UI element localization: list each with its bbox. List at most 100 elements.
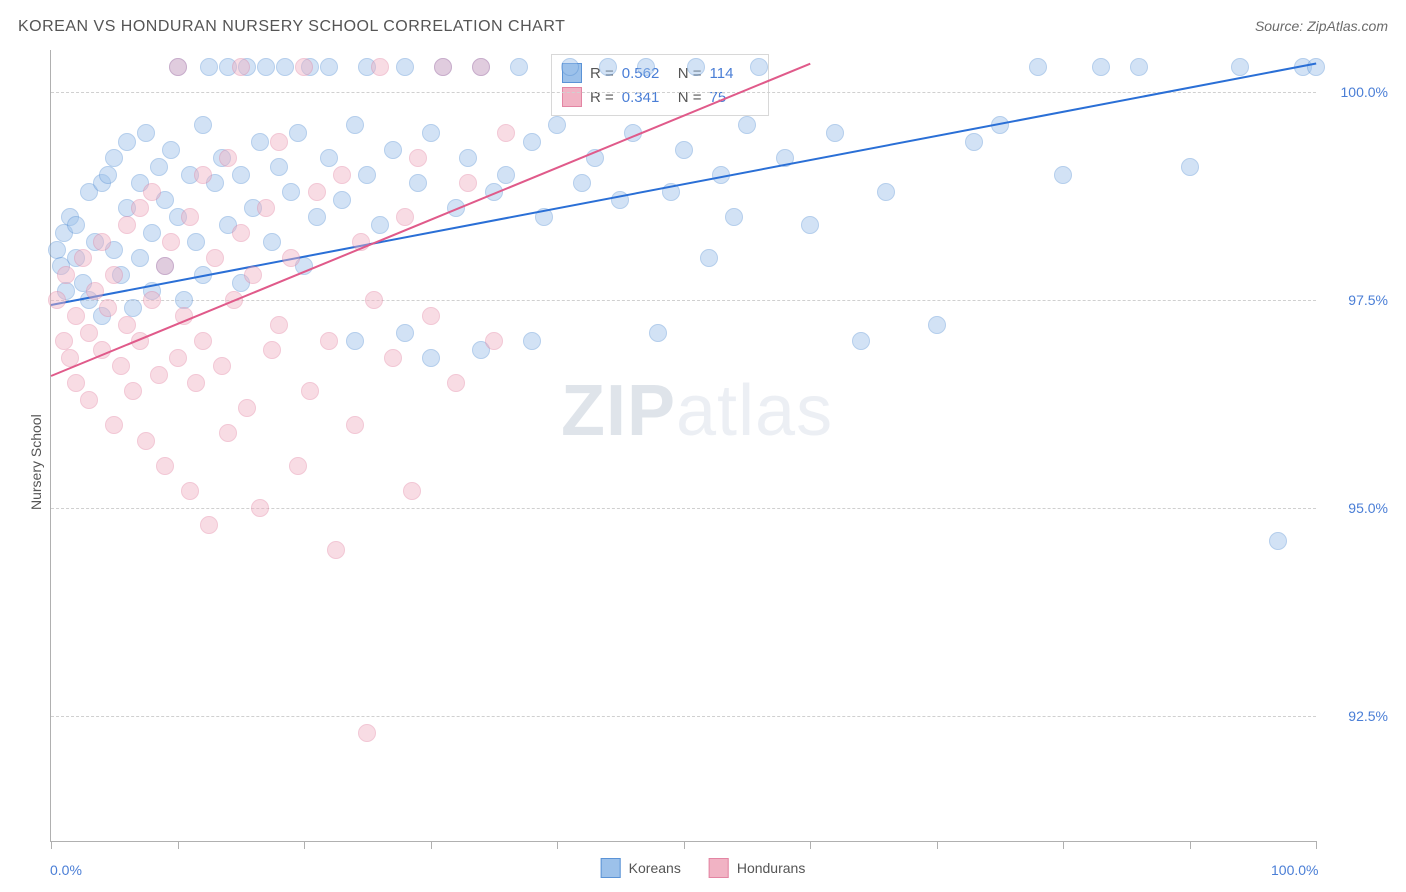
- scatter-point: [232, 166, 250, 184]
- y-tick-label: 97.5%: [1348, 292, 1388, 308]
- scatter-point: [725, 208, 743, 226]
- scatter-point: [55, 332, 73, 350]
- scatter-point: [200, 516, 218, 534]
- chart-container: KOREAN VS HONDURAN NURSERY SCHOOL CORREL…: [0, 0, 1406, 892]
- scatter-point: [118, 316, 136, 334]
- scatter-point: [289, 124, 307, 142]
- scatter-point: [93, 233, 111, 251]
- scatter-point: [333, 191, 351, 209]
- scatter-point: [257, 199, 275, 217]
- scatter-point: [194, 332, 212, 350]
- scatter-point: [105, 149, 123, 167]
- scatter-point: [156, 457, 174, 475]
- scatter-point: [162, 141, 180, 159]
- scatter-point: [826, 124, 844, 142]
- scatter-point: [649, 324, 667, 342]
- chart-title: KOREAN VS HONDURAN NURSERY SCHOOL CORREL…: [18, 18, 565, 36]
- scatter-point: [346, 416, 364, 434]
- scatter-point: [637, 58, 655, 76]
- scatter-point: [396, 208, 414, 226]
- legend-swatch-hondurans: [562, 87, 582, 107]
- legend-swatch-koreans: [601, 858, 621, 878]
- scatter-point: [263, 341, 281, 359]
- scatter-point: [156, 257, 174, 275]
- bottom-legend-label: Hondurans: [737, 860, 806, 876]
- scatter-point: [434, 58, 452, 76]
- scatter-point: [124, 382, 142, 400]
- scatter-point: [162, 233, 180, 251]
- scatter-point: [131, 249, 149, 267]
- scatter-point: [48, 241, 66, 259]
- scatter-point: [308, 208, 326, 226]
- scatter-point: [320, 149, 338, 167]
- scatter-point: [105, 266, 123, 284]
- scatter-point: [282, 183, 300, 201]
- scatter-point: [409, 149, 427, 167]
- scatter-point: [194, 166, 212, 184]
- scatter-point: [523, 133, 541, 151]
- scatter-point: [74, 249, 92, 267]
- scatter-point: [472, 58, 490, 76]
- bottom-legend-label: Koreans: [629, 860, 681, 876]
- gridline: [51, 716, 1316, 717]
- scatter-point: [384, 141, 402, 159]
- bottom-legend: Koreans Hondurans: [601, 858, 806, 878]
- scatter-point: [675, 141, 693, 159]
- x-tick: [684, 841, 685, 849]
- scatter-point: [295, 58, 313, 76]
- scatter-point: [485, 332, 503, 350]
- scatter-point: [1181, 158, 1199, 176]
- scatter-point: [169, 58, 187, 76]
- scatter-point: [86, 282, 104, 300]
- legend-row-koreans: R = 0.562 N = 114: [562, 61, 758, 85]
- scatter-point: [801, 216, 819, 234]
- y-tick-label: 100.0%: [1341, 84, 1388, 100]
- scatter-point: [270, 158, 288, 176]
- scatter-point: [422, 349, 440, 367]
- bottom-legend-koreans: Koreans: [601, 858, 681, 878]
- scatter-point: [244, 266, 262, 284]
- scatter-point: [213, 357, 231, 375]
- scatter-point: [396, 324, 414, 342]
- trend-line: [51, 63, 811, 377]
- scatter-point: [422, 307, 440, 325]
- scatter-point: [320, 332, 338, 350]
- scatter-point: [232, 224, 250, 242]
- scatter-point: [289, 457, 307, 475]
- scatter-point: [276, 58, 294, 76]
- scatter-point: [928, 316, 946, 334]
- correlation-legend: R = 0.562 N = 114 R = 0.341 N = 75: [551, 54, 769, 116]
- gridline: [51, 508, 1316, 509]
- scatter-point: [1029, 58, 1047, 76]
- x-tick: [1190, 841, 1191, 849]
- scatter-point: [459, 149, 477, 167]
- scatter-point: [99, 299, 117, 317]
- scatter-point: [112, 357, 130, 375]
- legend-swatch-hondurans: [709, 858, 729, 878]
- scatter-point: [965, 133, 983, 151]
- scatter-point: [137, 124, 155, 142]
- scatter-point: [169, 349, 187, 367]
- scatter-point: [80, 391, 98, 409]
- x-tick: [304, 841, 305, 849]
- scatter-point: [270, 133, 288, 151]
- x-tick-label: 100.0%: [1271, 862, 1318, 878]
- scatter-point: [877, 183, 895, 201]
- scatter-point: [124, 299, 142, 317]
- scatter-point: [396, 58, 414, 76]
- scatter-point: [1307, 58, 1325, 76]
- scatter-point: [358, 166, 376, 184]
- x-tick-label: 0.0%: [50, 862, 82, 878]
- scatter-point: [67, 307, 85, 325]
- scatter-point: [1269, 532, 1287, 550]
- scatter-point: [67, 374, 85, 392]
- bottom-legend-hondurans: Hondurans: [709, 858, 806, 878]
- scatter-point: [232, 58, 250, 76]
- x-tick: [178, 841, 179, 849]
- x-tick: [1063, 841, 1064, 849]
- gridline: [51, 92, 1316, 93]
- y-tick-label: 92.5%: [1348, 708, 1388, 724]
- scatter-point: [206, 249, 224, 267]
- scatter-point: [282, 249, 300, 267]
- scatter-point: [384, 349, 402, 367]
